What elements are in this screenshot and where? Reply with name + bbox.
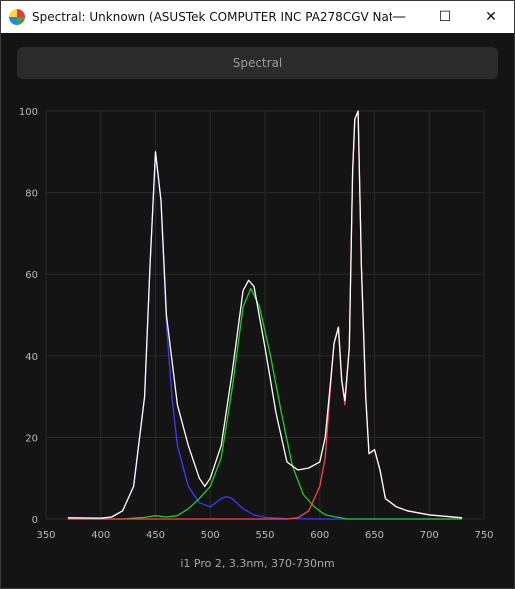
minimize-button[interactable]: — xyxy=(392,9,406,25)
x-tick-label: 600 xyxy=(310,530,329,541)
x-tick-label: 750 xyxy=(474,530,493,541)
x-tick-label: 400 xyxy=(91,530,110,541)
instrument-info: i1 Pro 2, 3.3nm, 370-730nm xyxy=(180,557,335,570)
close-button[interactable]: ✕ xyxy=(485,9,497,25)
chart-series xyxy=(67,110,463,520)
spectral-mode-button[interactable]: Spectral xyxy=(17,47,498,79)
x-tick-label: 500 xyxy=(201,530,220,541)
spectral-chart: 350 400 450 500 550 600 650 700 750 0 20 40 60 80 100 xyxy=(19,107,494,541)
x-tick-label: 350 xyxy=(36,530,55,541)
maximize-button[interactable]: ☐ xyxy=(438,9,452,25)
x-tick-label: 450 xyxy=(146,530,165,541)
title-bar[interactable]: Spectral: Unknown (ASUSTek COMPUTER INC … xyxy=(1,1,514,33)
chart-tick-labels: 350 400 450 500 550 600 650 700 750 0 20 40 60 80 100 xyxy=(19,107,494,541)
y-tick-label: 60 xyxy=(25,270,38,281)
x-tick-label: 700 xyxy=(420,530,439,541)
y-tick-label: 80 xyxy=(25,189,38,200)
y-tick-label: 20 xyxy=(25,433,38,444)
y-tick-label: 0 xyxy=(32,515,38,526)
green-spectrum-line xyxy=(67,287,463,520)
x-tick-label: 650 xyxy=(365,530,384,541)
y-tick-label: 40 xyxy=(25,352,38,363)
y-tick-label: 100 xyxy=(19,107,38,118)
white-spectrum-line xyxy=(67,110,463,519)
spectral-mode-label: Spectral xyxy=(232,56,283,70)
window-title: Spectral: Unknown (ASUSTek COMPUTER INC … xyxy=(32,10,392,24)
chart-grid xyxy=(45,110,485,520)
app-logo-icon xyxy=(9,9,25,25)
x-tick-label: 550 xyxy=(255,530,274,541)
